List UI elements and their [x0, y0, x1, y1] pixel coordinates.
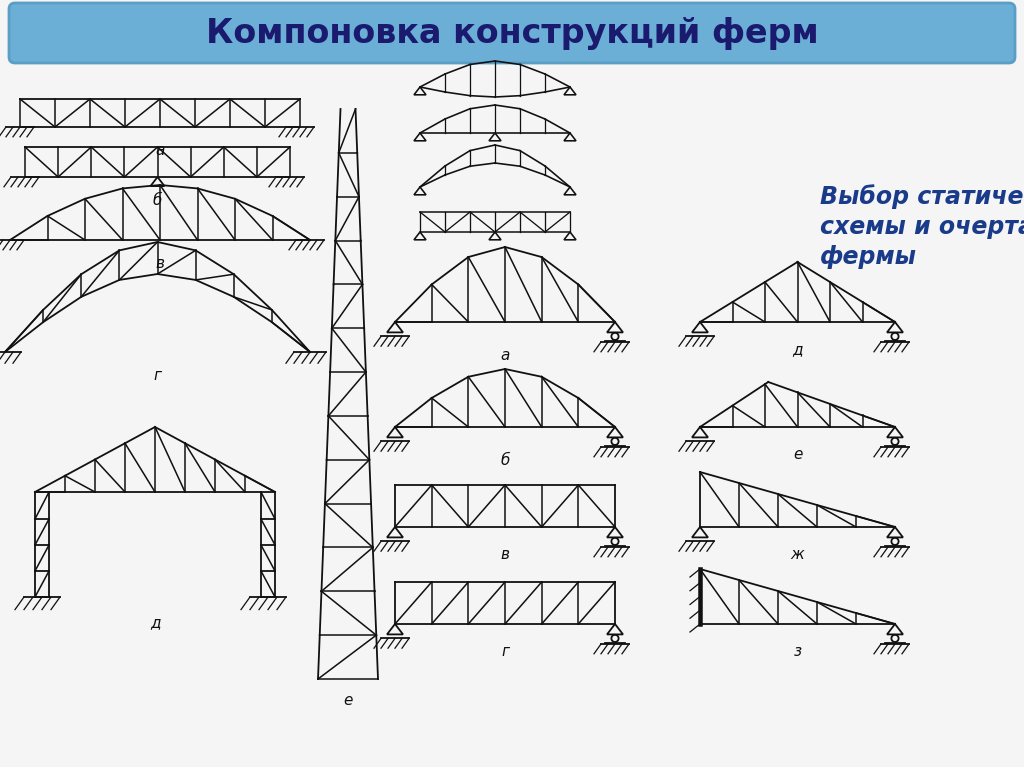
Text: г: г: [154, 368, 162, 383]
Text: е: е: [793, 447, 802, 462]
Text: Компоновка конструкций ферм: Компоновка конструкций ферм: [206, 17, 818, 50]
Text: а: а: [156, 143, 165, 158]
Text: в: в: [501, 547, 510, 562]
Text: г: г: [501, 644, 509, 659]
Text: Выбор статической: Выбор статической: [820, 185, 1024, 209]
Text: б: б: [153, 193, 162, 208]
Text: схемы и очертания: схемы и очертания: [820, 215, 1024, 239]
Text: фермы: фермы: [820, 245, 918, 269]
Text: д: д: [150, 615, 160, 630]
Text: б: б: [501, 453, 510, 468]
FancyBboxPatch shape: [9, 3, 1015, 63]
Text: ж: ж: [791, 547, 805, 562]
Text: д: д: [793, 342, 803, 357]
Text: з: з: [794, 644, 802, 659]
Text: в: в: [156, 256, 165, 271]
Text: а: а: [501, 348, 510, 363]
Text: е: е: [343, 693, 352, 708]
